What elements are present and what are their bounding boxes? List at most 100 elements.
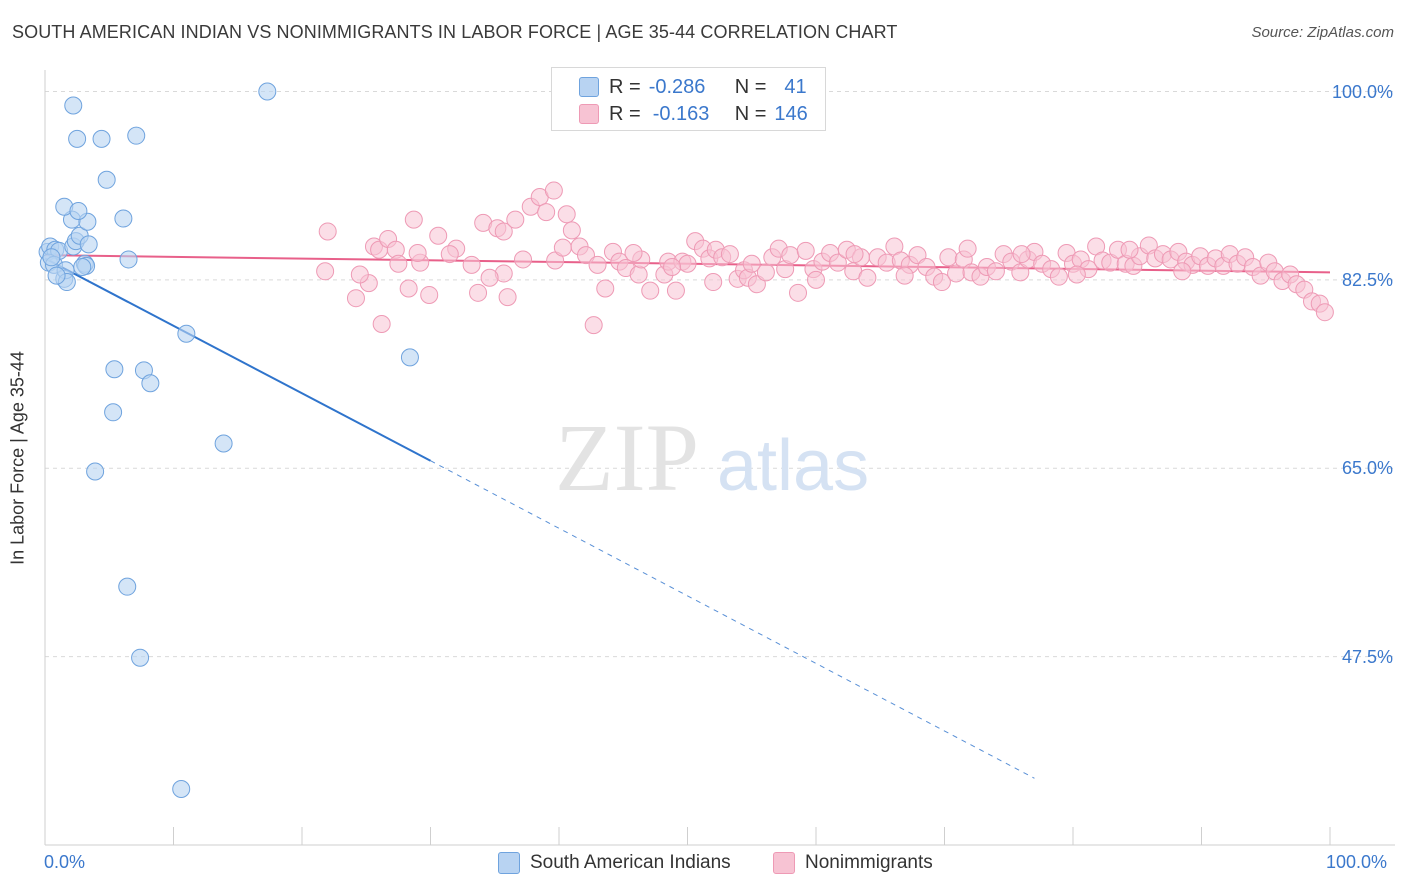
south-american-indians-points	[38, 82, 419, 799]
watermark-zip: ZIP	[555, 404, 699, 511]
south-american-indians-point	[42, 248, 61, 267]
nonimmigrants-point	[544, 181, 563, 200]
nonimmigrants-point	[828, 253, 847, 272]
nonimmigrants-point	[756, 263, 775, 282]
south-american-indians-point	[127, 126, 146, 145]
y-tick-label: 65.0%	[1341, 458, 1393, 479]
nonimmigrants-point	[318, 222, 337, 241]
nonimmigrants-point	[498, 288, 517, 307]
nonimmigrants-point	[1315, 303, 1334, 322]
nonimmigrants-point	[584, 316, 603, 335]
legend-r-label: R =	[609, 102, 641, 125]
nonimmigrants-point	[440, 245, 459, 264]
nonimmigrants-point	[678, 254, 697, 273]
grid-lines	[45, 91, 1395, 658]
south-american-indians-point	[97, 170, 116, 189]
nonimmigrants-point	[704, 273, 723, 292]
nonimmigrants-point	[429, 226, 448, 245]
nonimmigrants-point	[514, 250, 533, 269]
nonimmigrants-point	[588, 255, 607, 274]
nonimmigrants-point	[742, 254, 761, 273]
legend-n-label: N =	[734, 75, 767, 98]
legend-row-nonimmigrants: R = -0.163 N = 146	[552, 102, 808, 126]
nonimmigrants-point	[404, 210, 423, 229]
nonimmigrants-point	[720, 245, 739, 264]
bottom-legend-label: Nonimmigrants	[805, 852, 933, 873]
south-american-indians-point	[131, 648, 150, 667]
south-american-indians-point	[258, 82, 277, 101]
blue-swatch-icon	[579, 77, 599, 97]
x-tick-max: 100.0%	[1326, 852, 1388, 872]
nonimmigrants-points	[316, 181, 1334, 335]
watermark-atlas: atlas	[717, 426, 869, 506]
legend-n-value: 41	[784, 75, 807, 98]
nonimmigrants-point	[641, 281, 660, 300]
nonimmigrants-point	[408, 243, 427, 262]
watermark: ZIP atlas	[555, 404, 869, 511]
south-american-indians-point	[172, 780, 191, 799]
nonimmigrants-point	[895, 266, 914, 285]
y-tick-label: 47.5%	[1341, 646, 1393, 667]
nonimmigrants-point	[494, 222, 513, 241]
nonimmigrants-point	[666, 281, 685, 300]
south-american-indians-point	[105, 360, 124, 379]
nonimmigrants-point	[553, 238, 572, 257]
nonimmigrants-point	[663, 257, 682, 276]
nonimmigrants-point	[420, 285, 439, 304]
south-american-indians-point	[69, 202, 88, 221]
pink-swatch-icon	[579, 104, 599, 124]
nonimmigrants-point	[932, 273, 951, 292]
nonimmigrants-point	[986, 262, 1005, 281]
correlation-legend: R = -0.286 N = 41 R = -0.163 N = 146	[551, 67, 826, 131]
legend-r-value: -0.163	[652, 102, 710, 125]
south-american-indians-point	[214, 434, 233, 453]
bottom-legend-label: South American Indians	[530, 852, 731, 873]
nonimmigrants-point	[399, 279, 418, 298]
y-tick-label: 82.5%	[1341, 269, 1393, 290]
source-credit: Source: ZipAtlas.com	[1251, 24, 1394, 41]
y-axis-label: In Labor Force | Age 35-44	[7, 351, 28, 565]
legend-row-south-american-indians: R = -0.286 N = 41	[552, 75, 807, 99]
nonimmigrants-point	[372, 315, 391, 334]
south-american-indians-point	[92, 129, 111, 148]
nonimmigrants-point	[316, 262, 335, 281]
bottom-legend-south-american-indians: South American Indians	[498, 852, 731, 874]
nonimmigrants-point	[958, 239, 977, 258]
legend-n-value: 146	[774, 102, 808, 125]
nonimmigrants-point	[629, 265, 648, 284]
nonimmigrants-point	[1012, 245, 1031, 264]
nonimmigrants-point	[576, 246, 595, 265]
south-american-indians-trend-line	[44, 257, 431, 462]
blue-swatch-icon	[498, 852, 520, 874]
south-american-indians-point	[47, 266, 66, 285]
south-american-indians-point	[119, 250, 138, 269]
legend-r-label: R =	[609, 75, 641, 98]
south-american-indians-trend-extension	[430, 460, 1035, 779]
y-tick-label: 100.0%	[1331, 81, 1393, 102]
nonimmigrants-point	[469, 283, 488, 302]
legend-r-value: -0.286	[648, 75, 706, 98]
nonimmigrants-point	[537, 203, 556, 222]
legend-n-label: N =	[734, 102, 767, 125]
nonimmigrants-point	[562, 221, 581, 240]
nonimmigrants-point	[845, 245, 864, 264]
south-american-indians-point	[68, 129, 87, 148]
nonimmigrants-point	[939, 248, 958, 267]
south-american-indians-point	[114, 209, 133, 228]
south-american-indians-point	[104, 403, 123, 422]
nonimmigrants-point	[1067, 265, 1086, 284]
nonimmigrants-point	[858, 268, 877, 287]
nonimmigrants-point	[462, 255, 481, 274]
trend-lines	[44, 254, 1331, 779]
x-tick-min: 0.0%	[44, 852, 86, 872]
nonimmigrants-point	[796, 241, 815, 260]
chart-title: SOUTH AMERICAN INDIAN VS NONIMMIGRANTS I…	[12, 22, 898, 42]
nonimmigrants-point	[350, 265, 369, 284]
south-american-indians-point	[79, 235, 98, 254]
south-american-indians-point	[177, 324, 196, 343]
nonimmigrants-point	[346, 289, 365, 308]
axes	[44, 70, 1395, 846]
pink-swatch-icon	[773, 852, 795, 874]
nonimmigrants-point	[1049, 267, 1068, 286]
